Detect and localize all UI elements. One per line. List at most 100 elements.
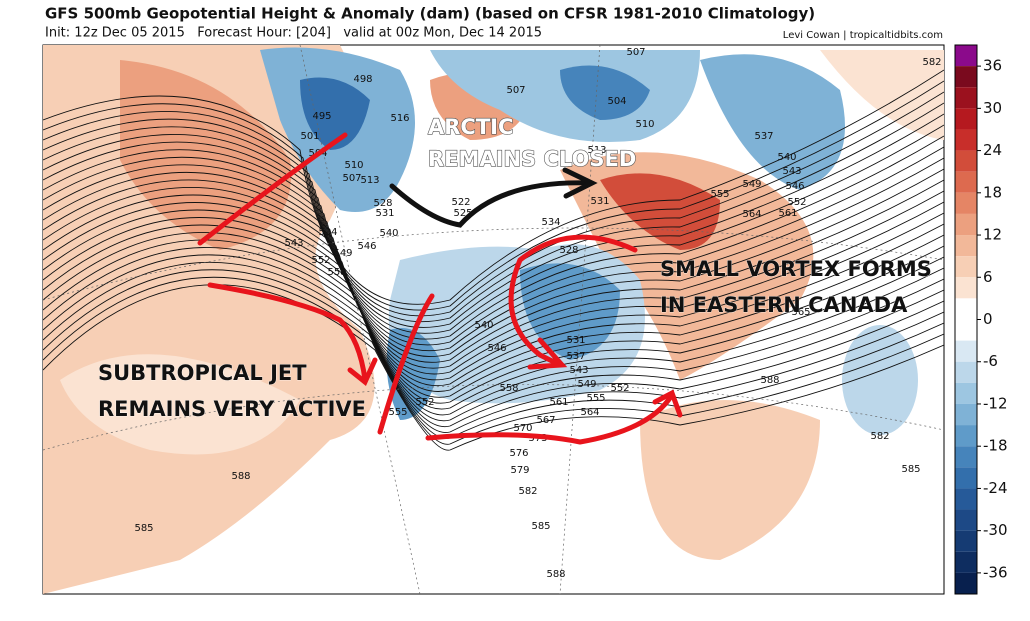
- contour-label: 564: [742, 209, 761, 220]
- contour-line: [43, 254, 944, 428]
- contour-label: 565: [791, 307, 810, 318]
- contour-label: 543: [782, 166, 801, 177]
- contour-label: 540: [474, 320, 493, 331]
- cold-anomaly: [560, 65, 650, 120]
- contour-line: [43, 80, 944, 311]
- contour-line: [43, 217, 944, 398]
- cold-anomaly: [520, 263, 620, 360]
- colorbar-bin: [955, 256, 977, 278]
- colorbar-bin: [955, 66, 977, 88]
- contour-label: 495: [312, 111, 331, 122]
- contour-label: 552: [311, 255, 330, 266]
- annotation: SUBTROPICAL JET: [98, 361, 307, 385]
- colorbar-bin: [955, 87, 977, 109]
- warm-anomaly: [43, 45, 375, 594]
- colorbar-bin: [955, 298, 977, 341]
- contour-line: [43, 164, 944, 357]
- contour-label: 585: [901, 464, 920, 475]
- contour-label: 570: [513, 423, 532, 434]
- contour-line: [43, 135, 944, 340]
- colorbar-bin: [955, 488, 977, 510]
- annotation: IN EASTERN CANADA: [660, 293, 908, 317]
- contour-label: 576: [509, 448, 528, 459]
- contour-label: 507: [342, 173, 361, 184]
- annotation: SMALL VORTEX FORMS: [660, 257, 932, 281]
- warm-anomaly: [820, 50, 944, 140]
- contour-line: [43, 187, 944, 375]
- colorbar-bin: [955, 361, 977, 383]
- colorbar-bin: [955, 277, 977, 299]
- contour-line: [43, 232, 944, 410]
- height-contours: [43, 69, 944, 451]
- contour-label: 549: [742, 179, 761, 190]
- hand-drawn-arrows: [197, 132, 683, 445]
- contour-line: [43, 194, 944, 381]
- colorbar-tick-label: 30: [983, 99, 1002, 117]
- contour-line: [43, 69, 944, 305]
- colorbar-bin: [955, 425, 977, 447]
- contour-line: [43, 91, 944, 317]
- contour-label: 588: [546, 569, 565, 580]
- colorbar-bin: [955, 340, 977, 362]
- title: GFS 500mb Geopotential Height & Anomaly …: [45, 5, 815, 23]
- contour-label: 501: [300, 131, 319, 142]
- contour-label: 567: [536, 415, 555, 426]
- colorbar-bin: [955, 572, 977, 594]
- contour-label: 528: [559, 245, 578, 256]
- contour-line: [43, 171, 944, 363]
- contour-label: 540: [777, 152, 796, 163]
- annotation: ARCTIC: [428, 115, 513, 139]
- cold-anomaly: [430, 50, 700, 142]
- contour-line: [43, 146, 944, 346]
- contour-label: 585: [531, 521, 550, 532]
- contour-label: 528: [373, 198, 392, 209]
- contour-label: 555: [710, 189, 729, 200]
- graticule: [43, 45, 944, 594]
- contour-line: [43, 247, 944, 422]
- colorbar-tick-label: -6: [983, 352, 998, 370]
- colorbar-tick-label: 0: [983, 310, 993, 328]
- colorbar-tick-label: -18: [983, 437, 1008, 455]
- annotation: REMAINS CLOSED: [428, 147, 636, 171]
- contour-label: 513: [587, 145, 606, 156]
- contour-label: 561: [778, 208, 797, 219]
- contour-label: 534: [541, 217, 560, 228]
- colorbar-bin: [955, 129, 977, 151]
- contour-label: 564: [580, 407, 599, 418]
- colorbar-tick-label: -24: [983, 479, 1008, 497]
- contour-line: [43, 156, 944, 352]
- colorbar-bin: [955, 403, 977, 426]
- colorbar-bin: [955, 467, 977, 489]
- contour-label: 546: [785, 181, 804, 192]
- contour-label: 498: [353, 74, 372, 85]
- colorbar-bin: [955, 171, 977, 193]
- colorbar-tick-label: -30: [983, 521, 1008, 539]
- contour-label: 582: [518, 486, 537, 497]
- colorbar-bin: [955, 446, 977, 468]
- colorbar-bin: [955, 551, 977, 573]
- contour-line: [43, 262, 944, 433]
- contour-line: [43, 209, 944, 392]
- colorbar-bin: [955, 530, 977, 552]
- contour-label: 534: [318, 227, 337, 238]
- contour-label: 507: [506, 85, 525, 96]
- contour-label: 510: [635, 119, 654, 130]
- colorbar-bin: [955, 509, 977, 531]
- contour-label: 558: [499, 383, 518, 394]
- contour-label: 525: [453, 208, 472, 219]
- colorbar-tick-label: -36: [983, 563, 1008, 581]
- contour-label: 588: [760, 375, 779, 386]
- contour-label: 549: [577, 379, 596, 390]
- contour-label: 516: [390, 113, 409, 124]
- contour-line: [43, 239, 944, 416]
- contour-label: 531: [590, 196, 609, 207]
- contour-line: [43, 202, 944, 386]
- cold-anomaly: [300, 77, 370, 150]
- init-line: Init: 12z Dec 05 2015 Forecast Hour: [20…: [45, 26, 542, 41]
- colorbar-bin: [955, 192, 977, 214]
- colorbar-bin: [955, 235, 977, 257]
- warm-anomaly: [60, 354, 300, 455]
